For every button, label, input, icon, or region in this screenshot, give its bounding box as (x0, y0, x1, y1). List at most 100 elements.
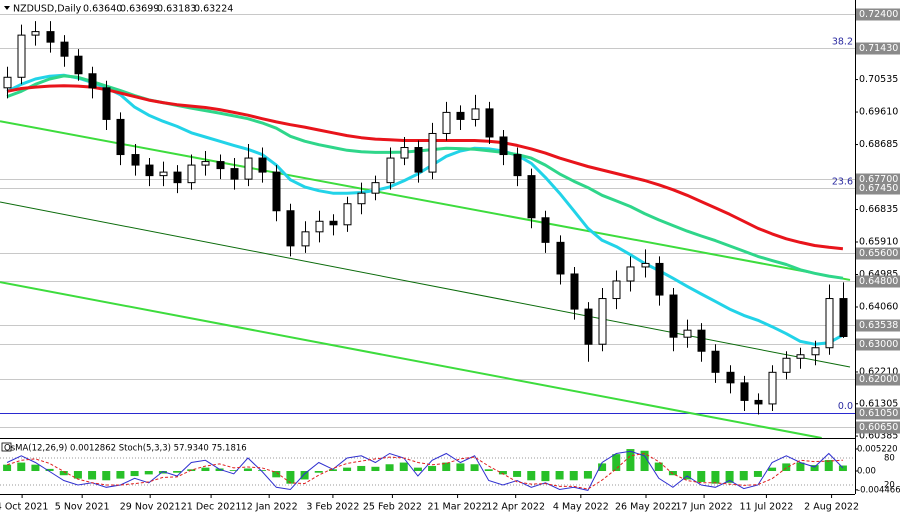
x-tick-label: 3 Feb 2022 (306, 502, 359, 513)
osma-bar (314, 471, 323, 473)
candle-body (527, 175, 536, 219)
symbol: NZDUSD,Daily (13, 4, 82, 15)
level-label: 0.61050 (859, 408, 898, 419)
level-label: 0.67700 (859, 174, 898, 185)
candle-body (711, 350, 720, 373)
osma-bar (654, 462, 663, 472)
osma-bar (796, 462, 805, 472)
candle-body (272, 171, 281, 212)
candle-body (839, 298, 848, 337)
osma-bar (243, 468, 252, 472)
osma-bar (456, 463, 465, 472)
osma-bar (541, 471, 550, 482)
candle-body (584, 308, 593, 345)
candle-body (428, 132, 437, 173)
x-tick-label: 21 Dec 2021 (181, 502, 242, 513)
osma-bar (668, 471, 677, 476)
candle-body (697, 329, 706, 352)
candle-body (556, 241, 565, 275)
fib-label: 0.0 (838, 401, 853, 412)
y-tick-label: 0.69610 (859, 107, 898, 118)
candle-body (740, 382, 749, 401)
x-tick-label: 12 Apr 2022 (486, 502, 545, 513)
level-label-box (856, 373, 900, 386)
y-tick-label: 0.60385 (859, 431, 898, 442)
level-label: 0.63538 (859, 320, 898, 331)
osma-bar (470, 464, 479, 472)
candle-body (230, 168, 239, 180)
osma-bar (626, 449, 635, 472)
level-label: 0.64800 (859, 276, 898, 287)
y-tick-label: 0.68685 (859, 139, 898, 150)
candle-body (286, 210, 295, 247)
indicator-icon (1, 442, 12, 452)
candle-body (173, 171, 182, 184)
fib-label: 23.6 (832, 176, 853, 187)
osma-bar (201, 467, 210, 472)
osma-bar (73, 471, 82, 479)
candle-body (357, 192, 366, 205)
channel-line (0, 120, 851, 281)
x-tick-label: 4 Oct 2021 (0, 502, 48, 513)
moving-average (6, 84, 844, 251)
candle-body (570, 273, 579, 310)
y-tick-label: 0.00 (857, 467, 876, 477)
osma-bar (343, 467, 352, 472)
osma-bar (697, 471, 706, 482)
osma-bar (357, 465, 366, 472)
candle-body (216, 161, 225, 170)
osma-bar (640, 450, 649, 472)
x-tick-label: 11 Jul 2022 (740, 502, 794, 513)
y-tick-label: 0.64060 (859, 301, 898, 312)
candle-body (825, 298, 834, 349)
x-tick-label: 5 Nov 2021 (55, 502, 110, 513)
candle-body (386, 157, 395, 184)
osma-bar (569, 471, 578, 481)
candle-body (74, 55, 83, 75)
candle-body (187, 164, 196, 184)
candle-body (145, 164, 154, 177)
x-tick-label: 12 Jan 2022 (241, 502, 298, 513)
x-tick-label: 2 Aug 2022 (804, 502, 859, 513)
lower-pane (0, 449, 855, 491)
osma-bar (739, 471, 748, 481)
osma-bar (413, 467, 422, 472)
candle-body (400, 147, 409, 159)
level-label: 0.63000 (859, 339, 898, 350)
level-label-box (856, 275, 900, 288)
osma-bar (371, 466, 380, 472)
osma-bar (258, 470, 267, 472)
stoch-line (6, 452, 843, 490)
candle-body (726, 371, 735, 384)
osma-bar (399, 462, 408, 472)
osma-bar (683, 471, 692, 480)
candle-body (598, 298, 607, 345)
candle-body (796, 354, 805, 359)
candle-body (811, 347, 820, 356)
osma-bar (385, 464, 394, 472)
osma-bar (824, 460, 833, 472)
osma-bar (102, 471, 111, 481)
osma-bar (782, 463, 791, 472)
candle-body (258, 157, 267, 173)
osma-bar (598, 463, 607, 472)
level-label: 0.67450 (859, 183, 898, 194)
level-label-box (856, 247, 900, 260)
y2-tick-label: 80 (884, 454, 895, 464)
osma-bar (158, 471, 167, 474)
ohlc-open: 0.63640 (83, 4, 122, 15)
candle-body (626, 266, 635, 282)
candle-body (46, 31, 55, 43)
osma-bar (810, 465, 819, 472)
osma-bar (88, 471, 97, 480)
x-tick-label: 21 Mar 2022 (427, 502, 487, 513)
header: NZDUSD,Daily 0.63640 0.63699 0.63183 0.6… (1, 4, 247, 454)
osma-bar (59, 471, 68, 476)
x-tick-label: 17 Jun 2022 (676, 502, 733, 513)
moving-average (6, 73, 844, 346)
fib-label: 38.2 (832, 37, 853, 48)
level-label-box (856, 42, 900, 55)
candle-body (102, 87, 111, 120)
level-label-box (856, 319, 900, 332)
osma-bar (583, 471, 592, 479)
